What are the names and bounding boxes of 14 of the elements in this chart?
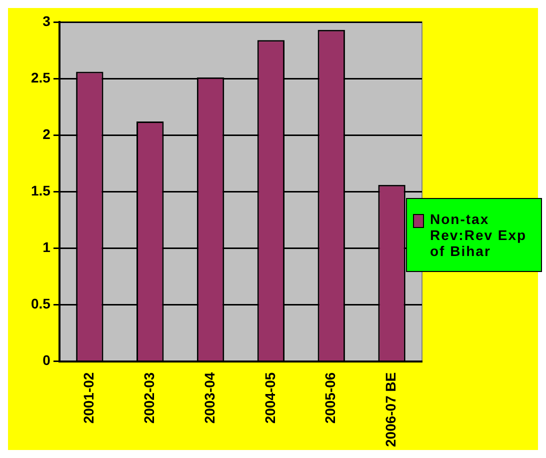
x-tick-label: 2005-06 xyxy=(322,372,338,424)
y-tick-label: 2.5 xyxy=(30,69,51,86)
x-tick-label: 2006-07 BE xyxy=(382,372,399,447)
x-tick-label: 2002-03 xyxy=(140,372,157,424)
x-tick-label: 2004-05 xyxy=(262,372,278,424)
y-tick-label: 1 xyxy=(42,239,51,256)
legend-label: Non-tax Rev:Rev Exp of Bihar xyxy=(430,211,528,259)
y-tick-label: 0.5 xyxy=(30,296,51,312)
y-tick-label: 0 xyxy=(42,352,51,368)
x-tick-label: 2003-04 xyxy=(201,372,218,424)
x-tick-label: 2001-02 xyxy=(80,372,97,424)
y-tick-label: 3 xyxy=(42,12,51,29)
y-tick-label: 2 xyxy=(42,126,51,142)
y-tick-label: 1.5 xyxy=(30,182,51,198)
